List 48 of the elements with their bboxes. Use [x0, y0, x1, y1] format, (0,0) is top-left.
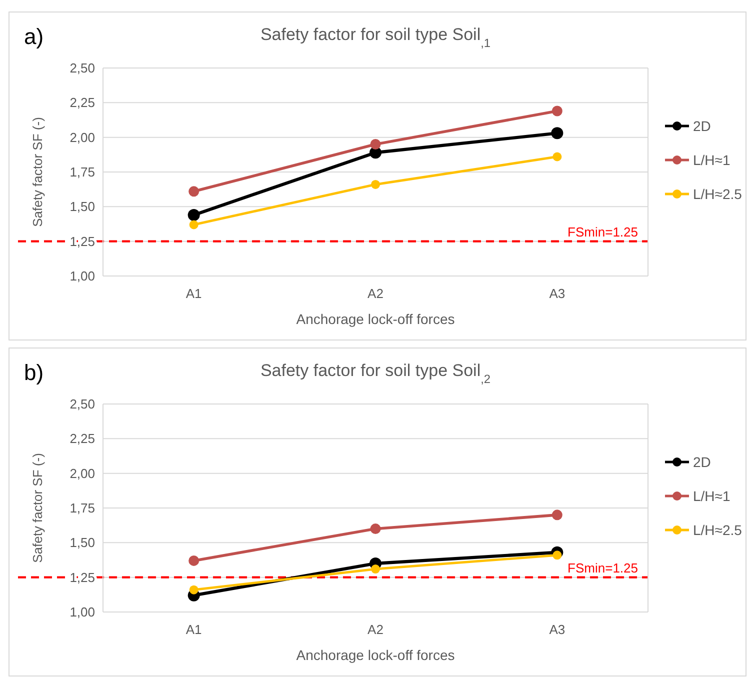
x-axis-title: Anchorage lock-off forces	[296, 647, 455, 663]
x-tick-label: A2	[368, 286, 384, 301]
point	[552, 510, 562, 520]
ref-line-label: FSmin=1.25	[568, 560, 638, 576]
x-tick-label: A3	[549, 622, 566, 637]
y-tick-label: 2,25	[70, 431, 95, 446]
legend-label: 2D	[693, 454, 711, 470]
ref-line-label: FSmin=1.25	[568, 224, 638, 240]
point	[551, 127, 564, 140]
x-axis-title: Anchorage lock-off forces	[296, 311, 455, 327]
x-tick-label: A3	[549, 286, 566, 301]
point	[188, 208, 200, 221]
point	[188, 555, 200, 566]
y-tick-label: 2,50	[70, 60, 95, 76]
y-tick-label: 1,75	[70, 500, 95, 516]
x-tick-label: A2	[368, 622, 384, 637]
point	[188, 186, 200, 197]
point	[189, 585, 198, 594]
point	[552, 152, 562, 162]
y-tick-label: 2,00	[70, 466, 95, 481]
legend-label: L/H≈2.5	[693, 186, 742, 202]
legend-label: 2D	[693, 118, 711, 134]
point	[189, 220, 198, 230]
y-axis-title: Safety factor SF (-)	[30, 453, 45, 563]
point	[370, 139, 381, 150]
y-tick-label: 1,75	[70, 164, 95, 180]
y-tick-label: 1,00	[70, 604, 95, 620]
y-tick-label: 1,50	[70, 535, 95, 550]
y-tick-label: 1,50	[70, 199, 95, 214]
point	[370, 524, 381, 534]
legend-label: L/H≈2.5	[693, 522, 742, 538]
chart-title: Safety factor for soil type Soil$_{,1}$	[260, 25, 491, 50]
y-tick-label: 2,00	[70, 130, 95, 145]
chart-title: Safety factor for soil type Soil$_{,2}$	[260, 361, 491, 386]
y-axis-title: Safety factor SF (-)	[30, 117, 45, 227]
x-tick-label: A1	[186, 286, 202, 301]
y-tick-label: 1,00	[70, 268, 95, 284]
legend-label: L/H≈1	[693, 488, 730, 504]
point	[552, 106, 562, 116]
x-tick-label: A1	[186, 622, 202, 637]
y-tick-label: 2,25	[70, 95, 95, 110]
point	[371, 180, 380, 189]
point	[371, 564, 380, 574]
legend-label: L/H≈1	[693, 152, 730, 168]
point	[552, 550, 562, 560]
text: a)	[24, 24, 44, 49]
text: b)	[24, 360, 44, 385]
y-tick-label: 2,50	[70, 396, 95, 412]
